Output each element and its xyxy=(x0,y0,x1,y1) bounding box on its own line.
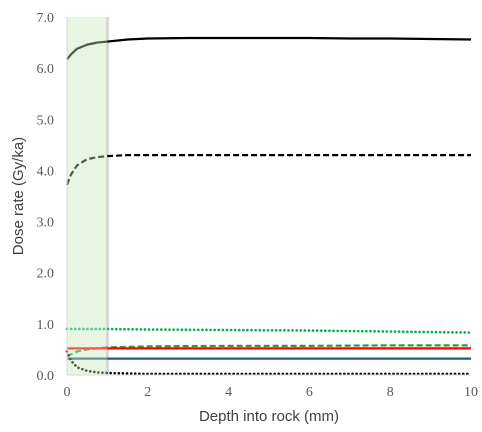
x-tick-label: 0 xyxy=(64,385,71,400)
y-tick-label: 7.0 xyxy=(37,11,55,26)
series-layer xyxy=(65,17,473,376)
shaded-depth-region xyxy=(67,17,108,375)
x-tick-label: 4 xyxy=(225,385,232,400)
shaded-region-overlay xyxy=(67,17,108,375)
y-tick-label: 1.0 xyxy=(37,318,55,333)
x-axis-label: Depth into rock (mm) xyxy=(199,408,339,425)
y-tick-label: 3.0 xyxy=(37,216,55,231)
y-tick-label: 6.0 xyxy=(37,62,55,77)
axes-layer xyxy=(66,17,471,376)
series-line-7 xyxy=(65,350,473,376)
series-line-1 xyxy=(66,36,472,61)
y-tick-label: 2.0 xyxy=(37,267,55,282)
y-tick-label: 0.0 xyxy=(37,369,55,384)
x-tick-label: 6 xyxy=(306,385,313,400)
shaded-region-layer xyxy=(67,17,109,375)
series-line-3 xyxy=(65,327,473,334)
y-axis-label: Dose rate (Gy/ka) xyxy=(10,137,27,255)
series-line-2 xyxy=(65,153,471,186)
y-tick-label: 4.0 xyxy=(37,164,55,179)
x-tick-label: 10 xyxy=(464,385,478,400)
tick-labels-layer: 0.0 1.0 2.0 3.0 4.0 5.0 6.0 7.0 0 2 4 6 8 10 xyxy=(37,11,479,400)
series-line-4 xyxy=(66,344,471,358)
x-tick-label: 2 xyxy=(144,385,151,400)
x-tick-label: 8 xyxy=(387,385,394,400)
y-tick-label: 5.0 xyxy=(37,113,55,128)
